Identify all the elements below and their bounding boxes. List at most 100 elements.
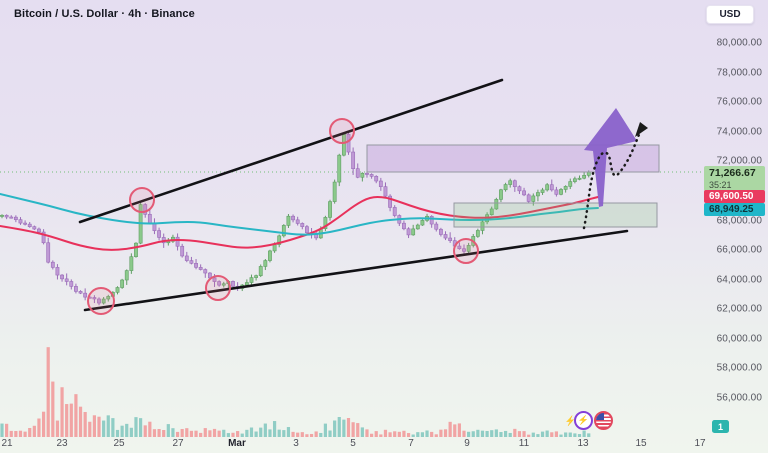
touch-point-circle[interactable] — [329, 118, 355, 144]
price-axis-label: 78,000.00 — [716, 67, 762, 79]
price-axis[interactable]: 80,000.00 78,000.00 76,000.00 74,000.00 72,0… — [703, 0, 765, 437]
candle-body — [503, 184, 508, 191]
currency-toggle-button[interactable]: USD — [706, 5, 754, 24]
volume-bar — [88, 421, 92, 437]
ma-fast-price-badge: 69,600.50 — [704, 190, 765, 203]
volume-bar — [296, 432, 300, 437]
candle-body — [212, 277, 217, 282]
volume-bar — [185, 428, 189, 437]
timeframe-count-badge[interactable]: 1 — [712, 420, 729, 433]
volume-bar — [531, 432, 535, 437]
candle-body — [522, 190, 526, 196]
volume-bar — [9, 430, 13, 437]
volume-bar — [333, 420, 337, 437]
volume-bar — [245, 429, 249, 437]
candle-body — [494, 199, 499, 210]
volume-bar — [268, 429, 272, 437]
volume-bar — [393, 431, 397, 437]
volume-bar — [305, 434, 309, 437]
candle-body — [32, 226, 37, 230]
symbol-title: Bitcoin / U.S. Dollar · 4h · Binance — [14, 8, 195, 20]
candle-body — [92, 297, 97, 300]
price-axis-label: 64,000.00 — [716, 274, 762, 286]
candle-body — [351, 151, 356, 170]
candle-body — [60, 274, 64, 280]
candle-body — [184, 255, 189, 261]
touch-point-circle[interactable] — [453, 238, 479, 264]
candle-body — [323, 217, 328, 229]
candle-body — [337, 154, 342, 183]
volume-bar — [430, 431, 434, 437]
lightning-sticker-icon[interactable]: ⚡ — [574, 411, 593, 430]
volume-bar — [300, 432, 304, 437]
candle-body — [180, 245, 185, 257]
projection-dashed-arrowhead — [635, 122, 648, 137]
time-axis[interactable]: 21 23 25 27 Mar 3 5 7 9 11 13 15 17 — [0, 437, 768, 453]
flag-sticker-icon[interactable] — [594, 411, 613, 430]
volume-bar — [226, 433, 230, 437]
volume-bar — [212, 428, 217, 437]
candle-body — [365, 172, 369, 175]
candle-body — [526, 194, 531, 202]
touch-point-circle[interactable] — [87, 287, 115, 315]
volume-bar — [513, 428, 517, 437]
volume-bar — [125, 423, 129, 437]
last-price-badge: 71,266.67 35:21 — [704, 166, 765, 191]
support-zone[interactable] — [453, 202, 658, 228]
touch-point-circle[interactable] — [129, 187, 155, 213]
volume-bar — [83, 411, 87, 437]
candle-body — [272, 244, 277, 252]
volume-bar — [139, 418, 143, 437]
candle-body — [388, 195, 392, 208]
volume-bar — [573, 433, 577, 437]
volume-bar — [65, 404, 69, 437]
candle-body — [244, 282, 249, 286]
volume-bar — [28, 427, 32, 437]
volume-bar — [587, 433, 591, 437]
volume-bar — [383, 429, 388, 437]
candle-body — [480, 221, 485, 231]
volume-bar — [134, 417, 138, 437]
candle-body — [462, 248, 466, 252]
candle-body — [217, 281, 222, 286]
volume-bar — [443, 429, 448, 437]
touch-point-circle[interactable] — [205, 275, 231, 301]
candle-body — [448, 237, 453, 241]
time-axis-label: 9 — [464, 438, 470, 449]
volume-bar — [319, 432, 323, 437]
candle-body — [328, 201, 332, 218]
volume-bar — [23, 431, 27, 437]
volume-bar — [222, 429, 226, 437]
volume-bar — [494, 429, 498, 437]
time-axis-label: Mar — [228, 438, 246, 449]
volume-bar — [102, 420, 106, 437]
resistance-zone[interactable] — [366, 144, 660, 173]
ma-fast-line — [0, 195, 599, 251]
price-axis-label: 74,000.00 — [716, 126, 762, 138]
candle-body — [531, 195, 536, 202]
volume-bar — [406, 433, 411, 437]
time-axis-label: 15 — [635, 438, 647, 449]
volume-bar — [342, 419, 346, 437]
price-axis-label: 58,000.00 — [716, 362, 762, 374]
candle-body — [41, 231, 46, 244]
time-axis-label: 23 — [56, 438, 68, 449]
candle-body — [346, 134, 351, 153]
trendline-lower[interactable] — [83, 229, 629, 312]
volume-bar — [92, 415, 96, 437]
candle-body — [536, 192, 540, 197]
projection-arrow[interactable] — [584, 108, 637, 207]
volume-bar — [337, 417, 341, 437]
volume-bar — [540, 431, 545, 437]
candle-body — [554, 189, 559, 195]
volume-bar — [175, 431, 180, 437]
candle-body — [0, 214, 4, 217]
volume-bar — [263, 423, 267, 437]
candle-body — [189, 260, 194, 264]
candle-body — [254, 275, 259, 278]
trendline-upper[interactable] — [78, 78, 504, 224]
volume-bar — [374, 431, 378, 437]
projection-dashed-path[interactable] — [582, 130, 642, 230]
